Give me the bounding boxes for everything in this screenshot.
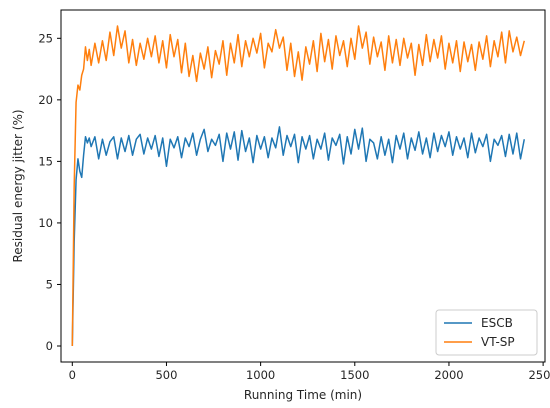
legend-label-escb: ESCB	[481, 316, 513, 330]
series-layer	[71, 25, 526, 347]
y-tick-label: 20	[38, 93, 53, 107]
x-tick-label: 1000	[246, 368, 275, 382]
legend-box	[435, 309, 538, 356]
y-tick-label: 10	[38, 216, 53, 230]
plot-frame	[60, 9, 546, 363]
y-tick-label: 5	[46, 277, 53, 291]
legend: ESCB VT-SP	[435, 309, 538, 356]
y-tick-label: 25	[38, 31, 53, 45]
legend-label-vt-sp: VT-SP	[481, 335, 515, 349]
x-tick-label: 500	[155, 368, 177, 382]
x-tick-label: 2000	[434, 368, 463, 382]
y-tick-label: 0	[46, 339, 53, 353]
series-line-vt-sp	[71, 25, 526, 347]
x-tick-label: 1500	[340, 368, 369, 382]
y-axis: 0 5 10 15 20 25	[38, 31, 61, 353]
series-line-escb	[71, 126, 526, 347]
y-tick-label: 15	[38, 154, 53, 168]
x-axis-label: Running Time (min)	[244, 388, 362, 402]
x-tick-label: 0	[69, 368, 76, 382]
y-axis-label: Residual energy jitter (%)	[11, 109, 25, 262]
